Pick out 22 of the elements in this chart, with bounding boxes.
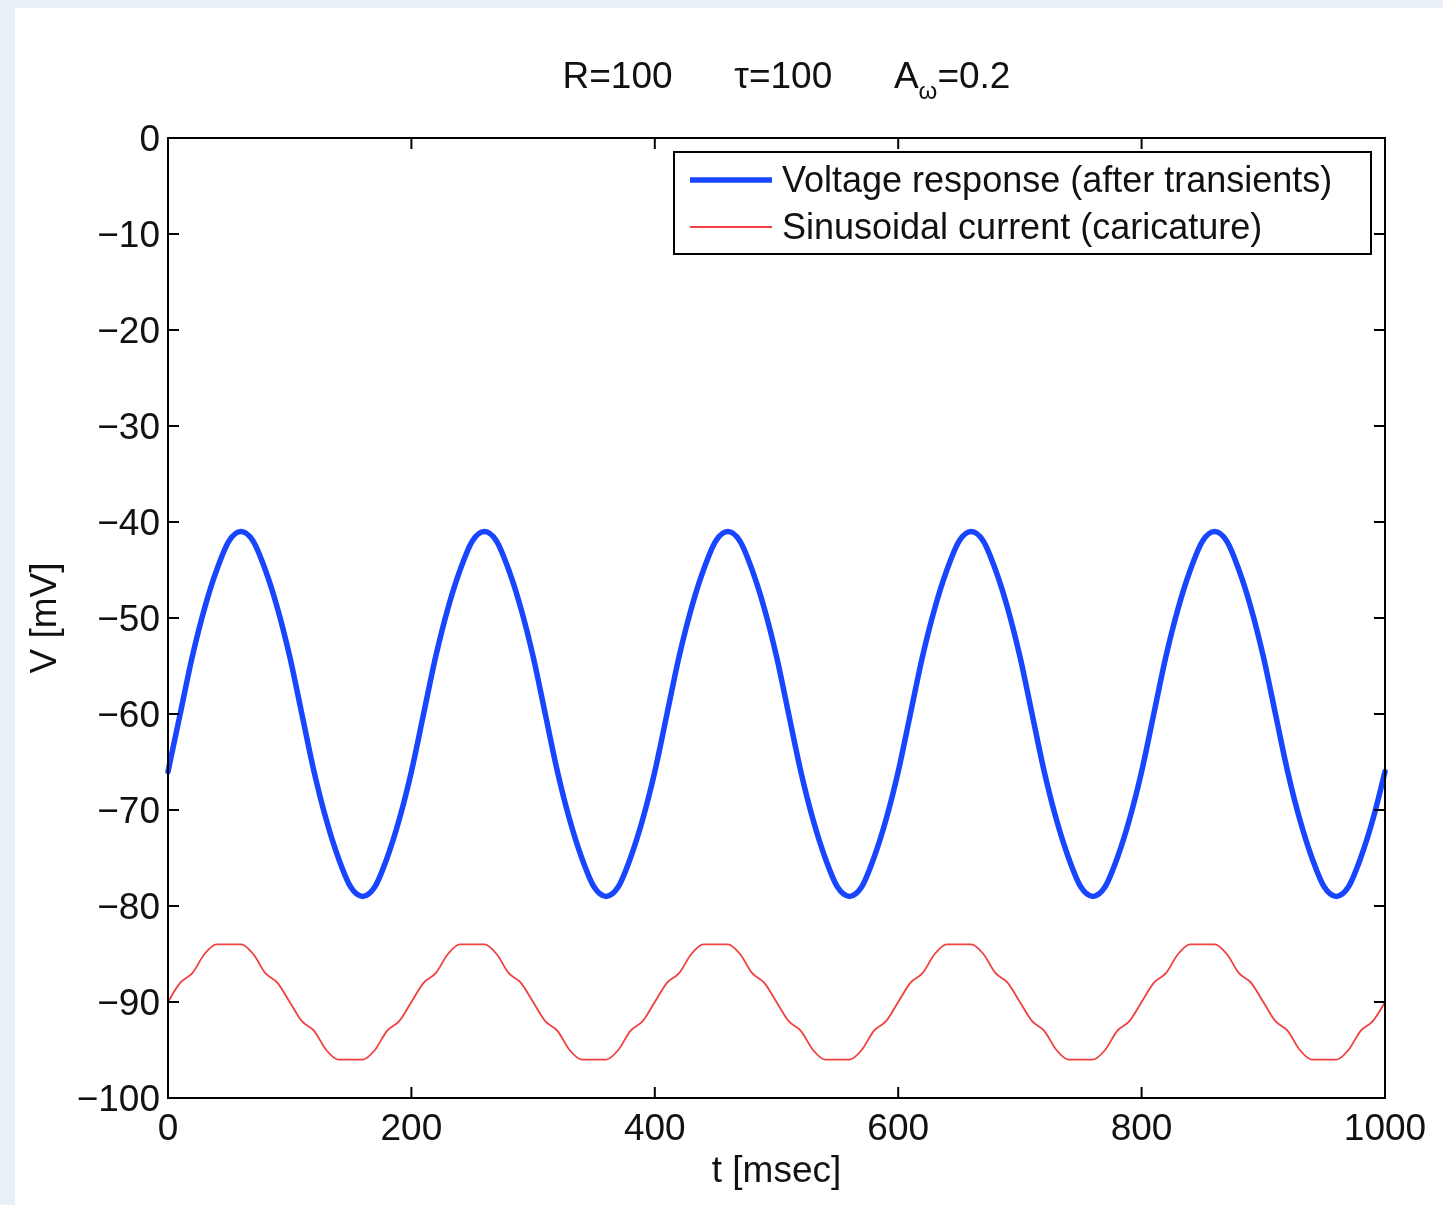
legend-label: Voltage response (after transients) bbox=[782, 159, 1333, 200]
x-tick-label: 600 bbox=[867, 1107, 930, 1148]
x-tick-label: 200 bbox=[380, 1107, 443, 1148]
line-series bbox=[167, 943, 1386, 1061]
x-tick-label: 1000 bbox=[1343, 1107, 1427, 1148]
y-tick-label: −70 bbox=[97, 790, 160, 831]
y-tick-label: 0 bbox=[139, 118, 160, 159]
y-tick-label: −90 bbox=[97, 982, 160, 1023]
y-tick-label: −60 bbox=[97, 694, 160, 735]
y-axis-title: V [mV] bbox=[23, 562, 64, 674]
x-axis-title: t [msec] bbox=[711, 1149, 842, 1190]
y-tick-label: −50 bbox=[97, 598, 160, 639]
y-tick-label: −40 bbox=[97, 502, 160, 543]
y-tick-label: −30 bbox=[97, 406, 160, 447]
chart-title: R=100 τ=100 A$_{ω}$=0.2 bbox=[562, 55, 1011, 104]
x-tick-label: 400 bbox=[623, 1107, 686, 1148]
y-tick-label: −10 bbox=[97, 214, 160, 255]
legend-label: Sinusoidal current (caricature) bbox=[782, 206, 1263, 247]
y-tick-label: −20 bbox=[97, 310, 160, 351]
y-tick-label: −100 bbox=[76, 1078, 160, 1119]
y-tick-label: −80 bbox=[97, 886, 160, 927]
x-tick-label: 800 bbox=[1110, 1107, 1173, 1148]
